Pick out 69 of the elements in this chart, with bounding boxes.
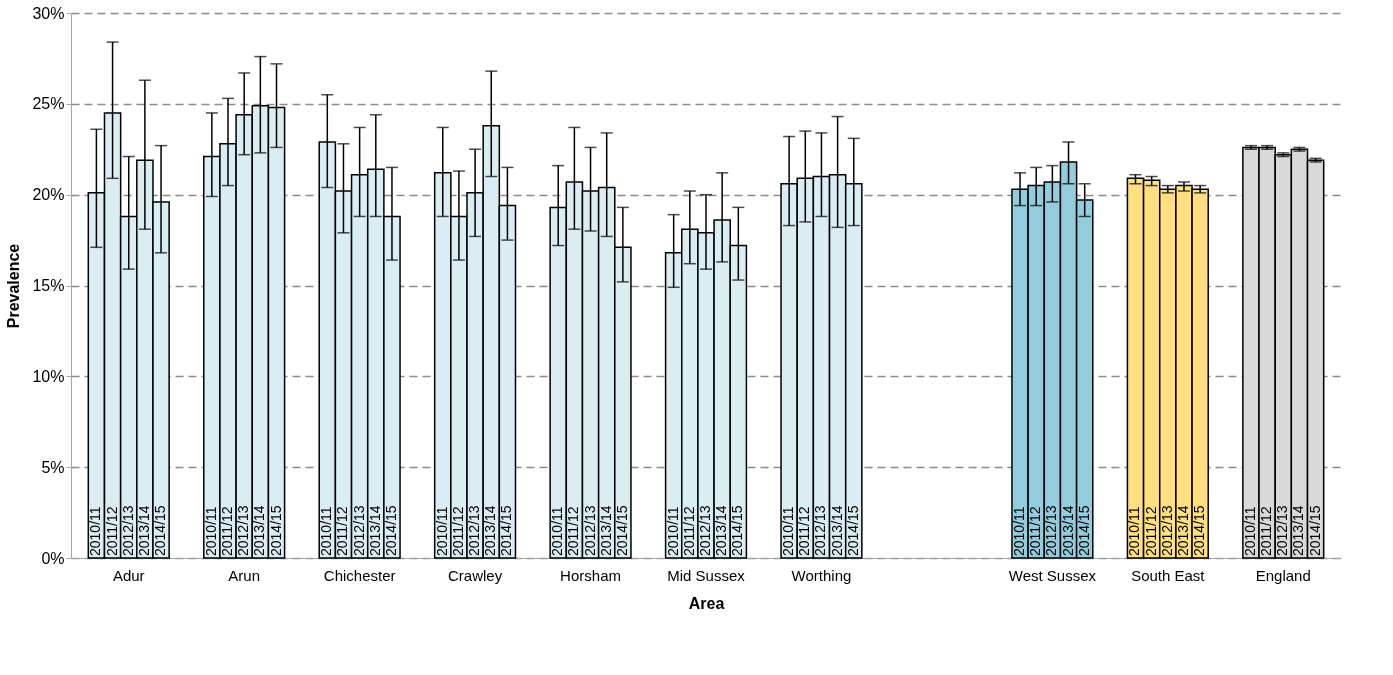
series-label: 2010/11: [1241, 506, 1258, 556]
y-tick-label: 15%: [32, 277, 65, 294]
text: 2010/11: [549, 506, 566, 556]
text: 2013/14: [828, 505, 845, 556]
text: 2013/14: [713, 505, 730, 556]
text: 2011/12: [796, 506, 813, 556]
x-tick-label: Adur: [112, 566, 145, 584]
text: 2014/15: [382, 505, 399, 556]
text: 2012/13: [1274, 505, 1291, 556]
text: 2012/13: [1158, 505, 1175, 556]
text: 2010/11: [664, 506, 681, 556]
text: 2011/12: [219, 506, 236, 556]
text: 2014/15: [498, 505, 515, 556]
x-tick-label: England: [1255, 566, 1311, 584]
y-tick-label: 10%: [32, 367, 65, 385]
text: 2014/15: [267, 505, 284, 556]
text: 2014/15: [1306, 505, 1323, 556]
text: 2014/15: [729, 505, 746, 556]
text: 2013/14: [597, 505, 614, 556]
text: 2012/13: [119, 505, 136, 556]
text: 2014/15: [1075, 505, 1092, 556]
text: 2013/14: [482, 505, 499, 556]
x-tick-label: South East: [1131, 566, 1206, 584]
x-tick-label: Mid Sussex: [667, 566, 746, 584]
y-tick-label: 25%: [32, 95, 65, 113]
text: 2011/12: [565, 506, 582, 556]
text: 2012/13: [812, 505, 829, 556]
text: 2014/15: [152, 505, 169, 556]
text: 2012/13: [581, 505, 598, 556]
text: 2013/14: [135, 505, 152, 556]
x-axis-title: Area: [688, 594, 725, 612]
text: 2012/13: [235, 505, 252, 556]
series-label: 2014/15: [1191, 505, 1208, 556]
y-tick-label: 20%: [32, 186, 65, 204]
y-tick-label: 30%: [32, 4, 65, 22]
text: 2011/12: [1142, 506, 1159, 556]
text: 2013/14: [1174, 505, 1191, 556]
x-tick-label: Crawley: [448, 566, 503, 584]
x-tick-label: Chichester: [323, 566, 396, 584]
text: 2013/14: [366, 505, 383, 556]
text: 2014/15: [613, 505, 630, 556]
text: 2010/11: [1011, 506, 1028, 556]
series-label: 2012/13: [350, 505, 367, 556]
text: 2010/11: [87, 506, 104, 556]
text: 2010/11: [780, 506, 797, 556]
text: 2011/12: [1258, 506, 1275, 556]
text: 2010/11: [1126, 506, 1143, 556]
text: 2010/11: [433, 506, 450, 556]
text: 2011/12: [334, 506, 351, 556]
text: 2013/14: [251, 505, 268, 556]
text: 2012/13: [1043, 505, 1060, 556]
x-tick-label: Worthing: [791, 566, 852, 584]
text: 2012/13: [697, 505, 713, 556]
text: 2010/11: [202, 506, 219, 556]
x-tick-label: Arun: [228, 566, 261, 584]
series-label: 2013/14: [1290, 505, 1307, 556]
x-tick-label: Horsham: [560, 566, 621, 584]
text: 2013/14: [1059, 505, 1076, 556]
series-label: 2011/12: [680, 506, 697, 556]
text: 2012/13: [466, 505, 483, 556]
text: 2011/12: [449, 506, 466, 556]
y-tick-label: 5%: [41, 458, 65, 476]
y-axis-title: Prevalence: [5, 243, 23, 329]
text: 2011/12: [103, 506, 120, 556]
text: 2010/11: [318, 506, 335, 556]
text: 2011/12: [1027, 506, 1044, 556]
y-tick-label: 0%: [41, 549, 65, 567]
text: 2014/15: [844, 505, 861, 556]
x-tick-label: West Sussex: [1008, 566, 1097, 584]
